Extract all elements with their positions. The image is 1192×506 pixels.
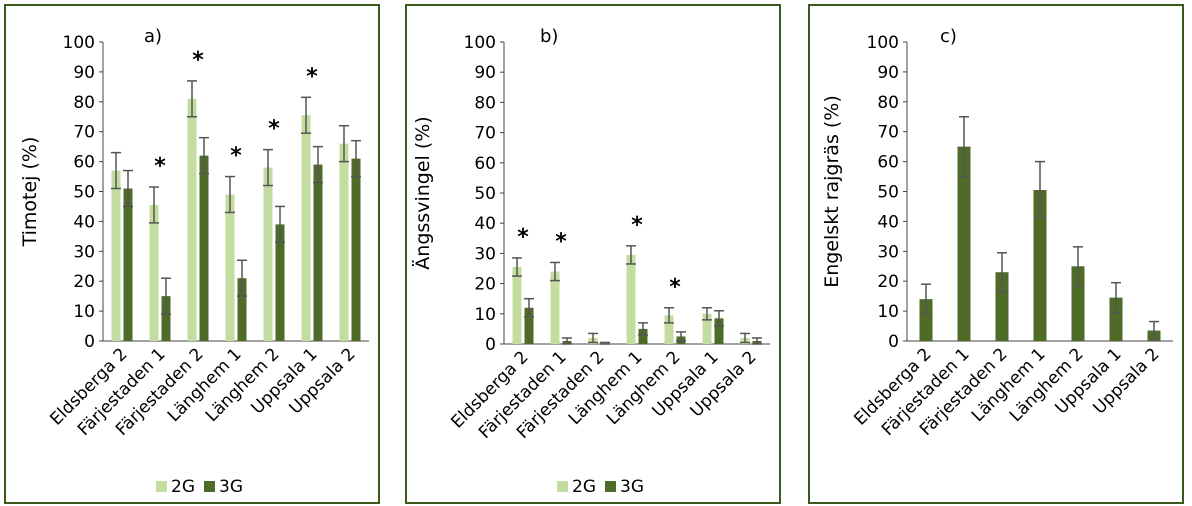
y-tick-label: 70	[73, 123, 95, 143]
significance-star: *	[230, 144, 242, 169]
y-tick-label: 40	[877, 212, 899, 232]
panel-label: a)	[144, 26, 162, 47]
legend-swatch-3g	[605, 481, 616, 492]
y-tick-label: 80	[474, 93, 496, 113]
bar-3g	[1033, 190, 1047, 341]
bar-3g	[237, 278, 247, 341]
y-tick-label: 50	[474, 184, 496, 204]
legend-swatch-2g	[156, 481, 167, 492]
y-tick-label: 80	[73, 93, 95, 113]
y-tick-label: 30	[474, 244, 496, 264]
bar-2g	[626, 254, 636, 344]
panel-label: c)	[940, 26, 957, 47]
y-tick-label: 40	[474, 214, 496, 234]
bar-3g	[714, 318, 724, 344]
bar-2g	[550, 271, 560, 344]
bar-3g	[123, 188, 133, 341]
y-tick-label: 90	[73, 63, 95, 83]
panel-a-timotej: 0 10 20 30 40 50 60 70 80 90 100 Timotej (%) a) Eldsb…	[4, 4, 380, 504]
legend-label: 3G	[219, 477, 243, 497]
significance-star: *	[517, 225, 529, 250]
bar-2g	[187, 98, 197, 341]
y-tick-label: 10	[73, 302, 95, 322]
chart-c: 0 10 20 30 40 50 60 70 80 90 100 Engelskt rajgräs (…	[821, 26, 1173, 440]
y-tick-label: 0	[84, 332, 95, 352]
y-tick-label: 100	[867, 33, 899, 53]
y-tick-label: 50	[73, 183, 95, 203]
panel-b-angssvingel: 0 10 20 30 40 50 60 70 80 90 100 Ängssvingel (%) b) *…	[405, 4, 781, 504]
bar-3g	[351, 158, 361, 341]
legend-label: 3G	[620, 477, 644, 497]
bar-2g	[664, 315, 674, 344]
significance-star: *	[669, 275, 681, 300]
panel-label: b)	[540, 26, 558, 47]
chart-b: 0 10 20 30 40 50 60 70 80 90 100 Ängssvingel (%) b) *…	[411, 26, 770, 497]
bar-2g	[149, 204, 159, 341]
y-tick-label: 0	[888, 332, 899, 352]
y-tick-label: 100	[464, 33, 496, 53]
y-tick-label: 50	[877, 183, 899, 203]
y-tick-label: 40	[73, 212, 95, 232]
bar-2g	[301, 115, 311, 341]
bar-3g	[919, 299, 933, 341]
bar-3g	[1109, 297, 1123, 341]
y-tick-label: 90	[877, 63, 899, 83]
bar-3g	[638, 328, 648, 344]
y-tick-label: 10	[474, 305, 496, 325]
y-tick-label: 60	[474, 154, 496, 174]
y-tick-label: 60	[877, 153, 899, 173]
bar-2g	[339, 143, 349, 341]
y-tick-label: 10	[877, 302, 899, 322]
y-tick-label: 100	[63, 33, 95, 53]
bar-2g	[512, 266, 522, 344]
bar-3g	[199, 155, 209, 341]
legend-label: 2G	[572, 477, 596, 497]
bar-2g	[263, 167, 273, 341]
bar-3g	[161, 296, 171, 341]
y-tick-label: 60	[73, 153, 95, 173]
legend-swatch-3g	[204, 481, 215, 492]
y-tick-label: 20	[877, 272, 899, 292]
bar-3g	[524, 307, 534, 344]
bar-3g	[957, 146, 971, 341]
bar-2g	[225, 194, 235, 341]
bar-2g	[702, 313, 712, 344]
y-tick-label: 20	[73, 272, 95, 292]
y-axis-label: Timotej (%)	[19, 137, 41, 248]
y-tick-label: 0	[485, 335, 496, 355]
legend-label: 2G	[171, 477, 195, 497]
y-tick-label: 20	[474, 275, 496, 295]
significance-star: *	[555, 229, 567, 254]
y-axis-label: Ängssvingel (%)	[411, 116, 434, 269]
bar-3g	[313, 164, 323, 341]
bar-3g	[275, 224, 285, 341]
significance-star: *	[631, 213, 643, 238]
legend-swatch-2g	[557, 481, 568, 492]
significance-star: *	[268, 117, 280, 142]
y-tick-label: 30	[73, 242, 95, 262]
y-tick-label: 70	[474, 124, 496, 144]
significance-star: *	[306, 64, 318, 89]
y-tick-label: 30	[877, 242, 899, 262]
bar-3g	[995, 272, 1009, 341]
y-tick-label: 80	[877, 93, 899, 113]
y-tick-label: 70	[877, 123, 899, 143]
significance-star: *	[192, 48, 204, 73]
significance-star: *	[154, 154, 166, 179]
y-axis-label: Engelskt rajgräs (%)	[821, 95, 843, 288]
y-tick-label: 90	[474, 63, 496, 83]
bar-2g	[111, 170, 121, 341]
panel-c-engelskt-rajgras: 0 10 20 30 40 50 60 70 80 90 100 Engelskt rajgräs (…	[808, 4, 1184, 504]
